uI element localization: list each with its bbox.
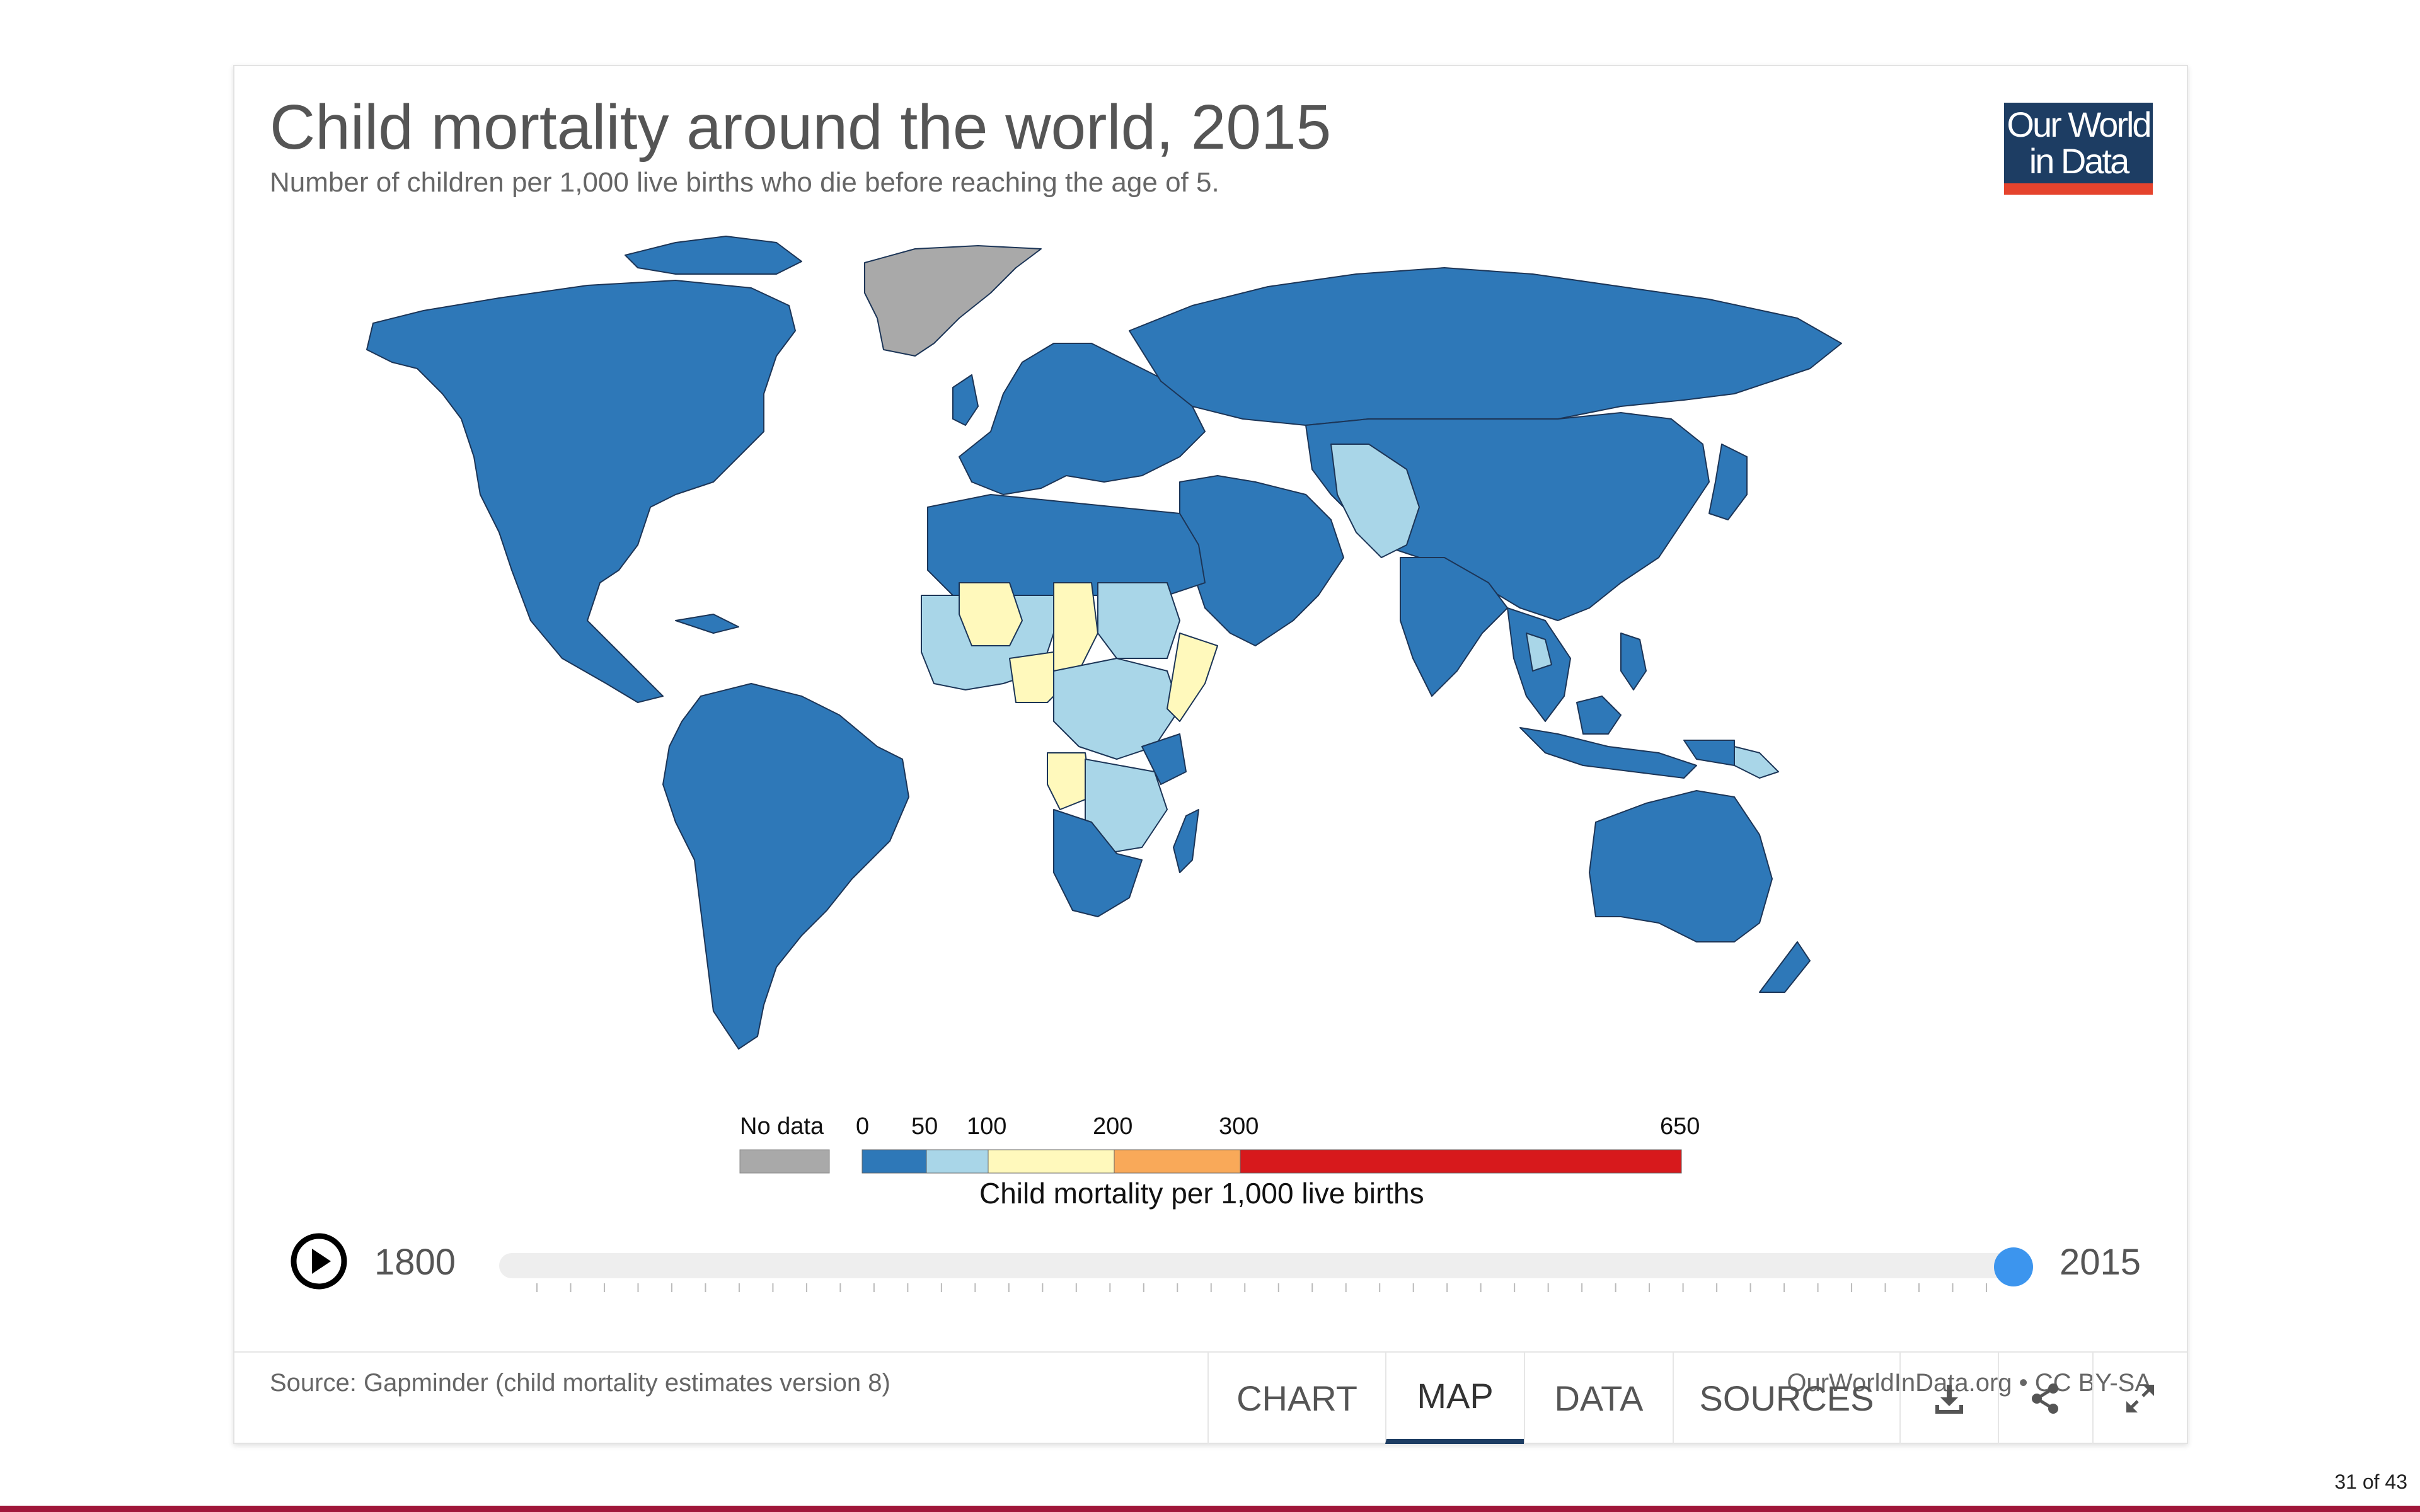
legend-tick-label: 300 (1219, 1113, 1259, 1140)
region-caribbean[interactable] (675, 614, 739, 634)
region-sudan[interactable] (1097, 582, 1180, 659)
tab-bar: CHART MAP DATA SOURCES (234, 1351, 2187, 1444)
logo-line-1: Our World (2007, 105, 2152, 144)
region-europe[interactable] (959, 343, 1206, 495)
legend-tick-label: 50 (911, 1113, 938, 1140)
legend-tick-label: 0 (856, 1113, 870, 1140)
legend-tick-label: 650 (1660, 1113, 1700, 1140)
owid-logo[interactable]: Our World in Data (2004, 103, 2153, 195)
legend-color-bar (861, 1149, 1682, 1174)
timeline-start-year: 1800 (374, 1242, 456, 1283)
region-madagascar[interactable] (1173, 809, 1199, 873)
legend-bin-3[interactable] (1114, 1149, 1241, 1174)
tab-sources[interactable]: SOURCES (1673, 1353, 1899, 1444)
region-greenland[interactable] (864, 245, 1042, 357)
share-icon (2032, 1383, 2058, 1414)
fullscreen-button[interactable] (2092, 1353, 2187, 1444)
region-uk[interactable] (952, 374, 979, 426)
legend-tick-label: 200 (1093, 1113, 1133, 1140)
page-title: Child mortality around the world, 2015 (270, 92, 1332, 163)
legend-bin-0[interactable] (861, 1149, 927, 1174)
region-indonesia[interactable] (1519, 727, 1697, 779)
tab-map[interactable]: MAP (1385, 1353, 1524, 1444)
region-horn-of-africa[interactable] (1167, 633, 1218, 722)
region-laos[interactable] (1526, 633, 1552, 672)
share-button[interactable] (1998, 1353, 2092, 1444)
tab-chart[interactable]: CHART (1207, 1353, 1385, 1444)
logo-accent-bar (2004, 183, 2153, 195)
legend-bin-2[interactable] (988, 1149, 1115, 1174)
play-icon[interactable] (290, 1232, 348, 1290)
region-angola[interactable] (1047, 752, 1092, 810)
fullscreen-icon (2126, 1384, 2154, 1412)
region-australia[interactable] (1589, 790, 1773, 942)
bottom-accent-line (0, 1506, 2420, 1512)
source-note[interactable]: Source: Gapminder (child mortality estim… (270, 1369, 890, 1397)
timeline-slider-handle[interactable] (1994, 1247, 2033, 1286)
timeline-ticks (536, 1283, 1987, 1292)
region-new-zealand[interactable] (1759, 941, 1811, 993)
logo-line-2: in Data (2029, 141, 2129, 181)
region-new-guinea-west[interactable] (1683, 740, 1735, 766)
region-south-africa[interactable] (1053, 809, 1143, 917)
legend-title: Child mortality per 1,000 live births (979, 1177, 1424, 1210)
timeline-end-year: 2015 (2060, 1242, 2141, 1283)
region-japan[interactable] (1708, 444, 1748, 520)
tab-data[interactable]: DATA (1524, 1353, 1673, 1444)
credit-link[interactable]: OurWorldInData.org • CC BY-SA (1787, 1369, 2152, 1397)
map-card: Child mortality around the world, 2015 N… (233, 65, 2188, 1444)
legend-no-data-label: No data (740, 1113, 824, 1140)
slide-counter: 31 of 43 (2334, 1470, 2407, 1493)
download-button[interactable] (1899, 1353, 1998, 1444)
region-chad[interactable] (1053, 582, 1098, 672)
legend-no-data-swatch (739, 1149, 830, 1174)
region-philippines[interactable] (1620, 633, 1647, 690)
world-map (366, 236, 1842, 1174)
page-subtitle: Number of children per 1,000 live births… (270, 167, 1219, 198)
download-icon (1935, 1384, 1963, 1414)
legend-tick-label: 100 (967, 1113, 1007, 1140)
region-borneo[interactable] (1576, 696, 1622, 735)
region-russia[interactable] (1129, 267, 1842, 426)
region-canadian-arctic[interactable] (625, 236, 802, 275)
legend-bin-4[interactable] (1240, 1149, 1682, 1174)
timeline-slider-track[interactable] (499, 1253, 2018, 1278)
region-mali[interactable] (959, 582, 1023, 646)
region-central-asia[interactable] (1330, 444, 1420, 558)
region-north-america[interactable] (366, 280, 796, 703)
region-south-america[interactable] (662, 683, 909, 1050)
region-south-asia[interactable] (1400, 557, 1508, 697)
